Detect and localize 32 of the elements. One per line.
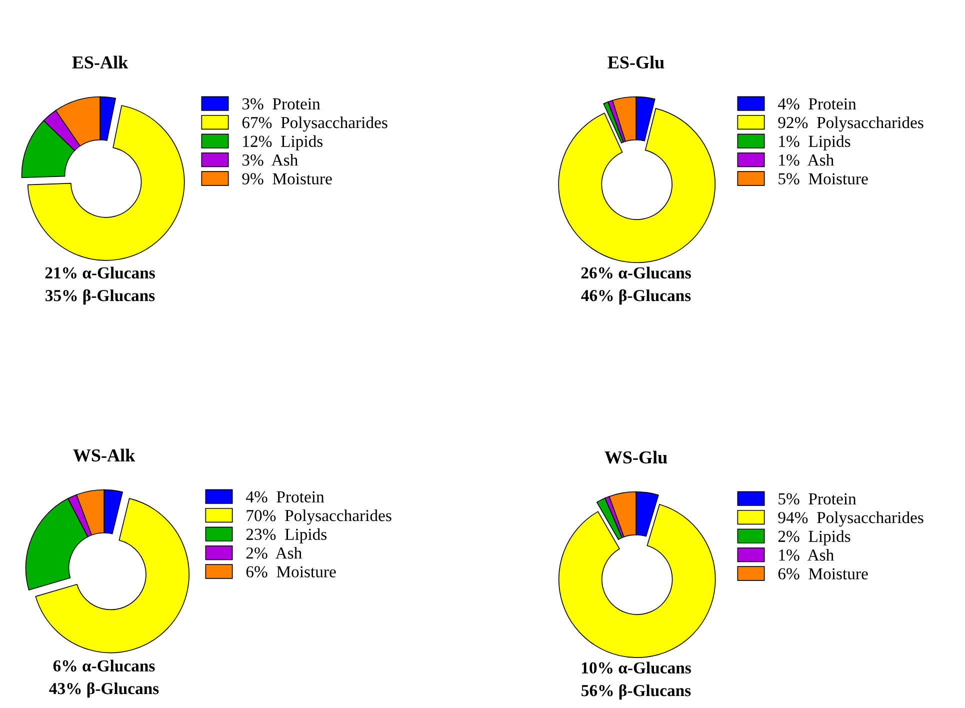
- legend-label: 5% Protein: [778, 493, 856, 505]
- text: 21% α-Glucans: [45, 266, 155, 279]
- text: 26% α-Glucans: [581, 266, 691, 279]
- legend-label: 1% Lipids: [779, 135, 850, 150]
- text: 10% α-Glucans: [582, 662, 691, 674]
- chart-title: WS-Glu: [604, 450, 668, 464]
- legend-label: 70% Polysaccharides: [246, 509, 392, 525]
- chart-title: ES-Glu: [608, 56, 664, 69]
- text: 43% β-Glucans: [49, 682, 159, 698]
- legend-label: 4% Protein: [778, 98, 856, 110]
- legend-label: 5% Moisture: [778, 173, 868, 184]
- chart-title: WS-Alk: [73, 448, 136, 462]
- legend-label: 6% Moisture: [778, 568, 868, 580]
- legend-label: 1% Ash: [779, 154, 834, 166]
- legend-label: 94% Polysaccharides: [778, 511, 924, 527]
- chart-title: ES-Alk: [72, 56, 128, 69]
- legend-label: 92% Polysaccharides: [778, 116, 924, 132]
- legend-label: 6% Moisture: [246, 566, 336, 578]
- legend-label: 3% Ash: [242, 154, 298, 166]
- legend-label: 1% Ash: [779, 548, 834, 561]
- legend-label: 67% Polysaccharides: [242, 116, 388, 132]
- text: 35% β-Glucans: [46, 289, 155, 305]
- legend-label: 9% Moisture: [242, 173, 332, 184]
- text: 56% β-Glucans: [582, 684, 691, 700]
- legend-label: 23% Lipids: [246, 528, 327, 544]
- legend-label: 4% Protein: [246, 491, 324, 503]
- legend-label: 12% Lipids: [243, 135, 323, 150]
- legend-label: 2% Ash: [246, 546, 302, 559]
- legend-label: 2% Lipids: [778, 530, 850, 546]
- text: 46% β-Glucans: [581, 289, 691, 305]
- text: 6% α-Glucans: [53, 660, 155, 672]
- legend-label: 3% Protein: [242, 98, 320, 110]
